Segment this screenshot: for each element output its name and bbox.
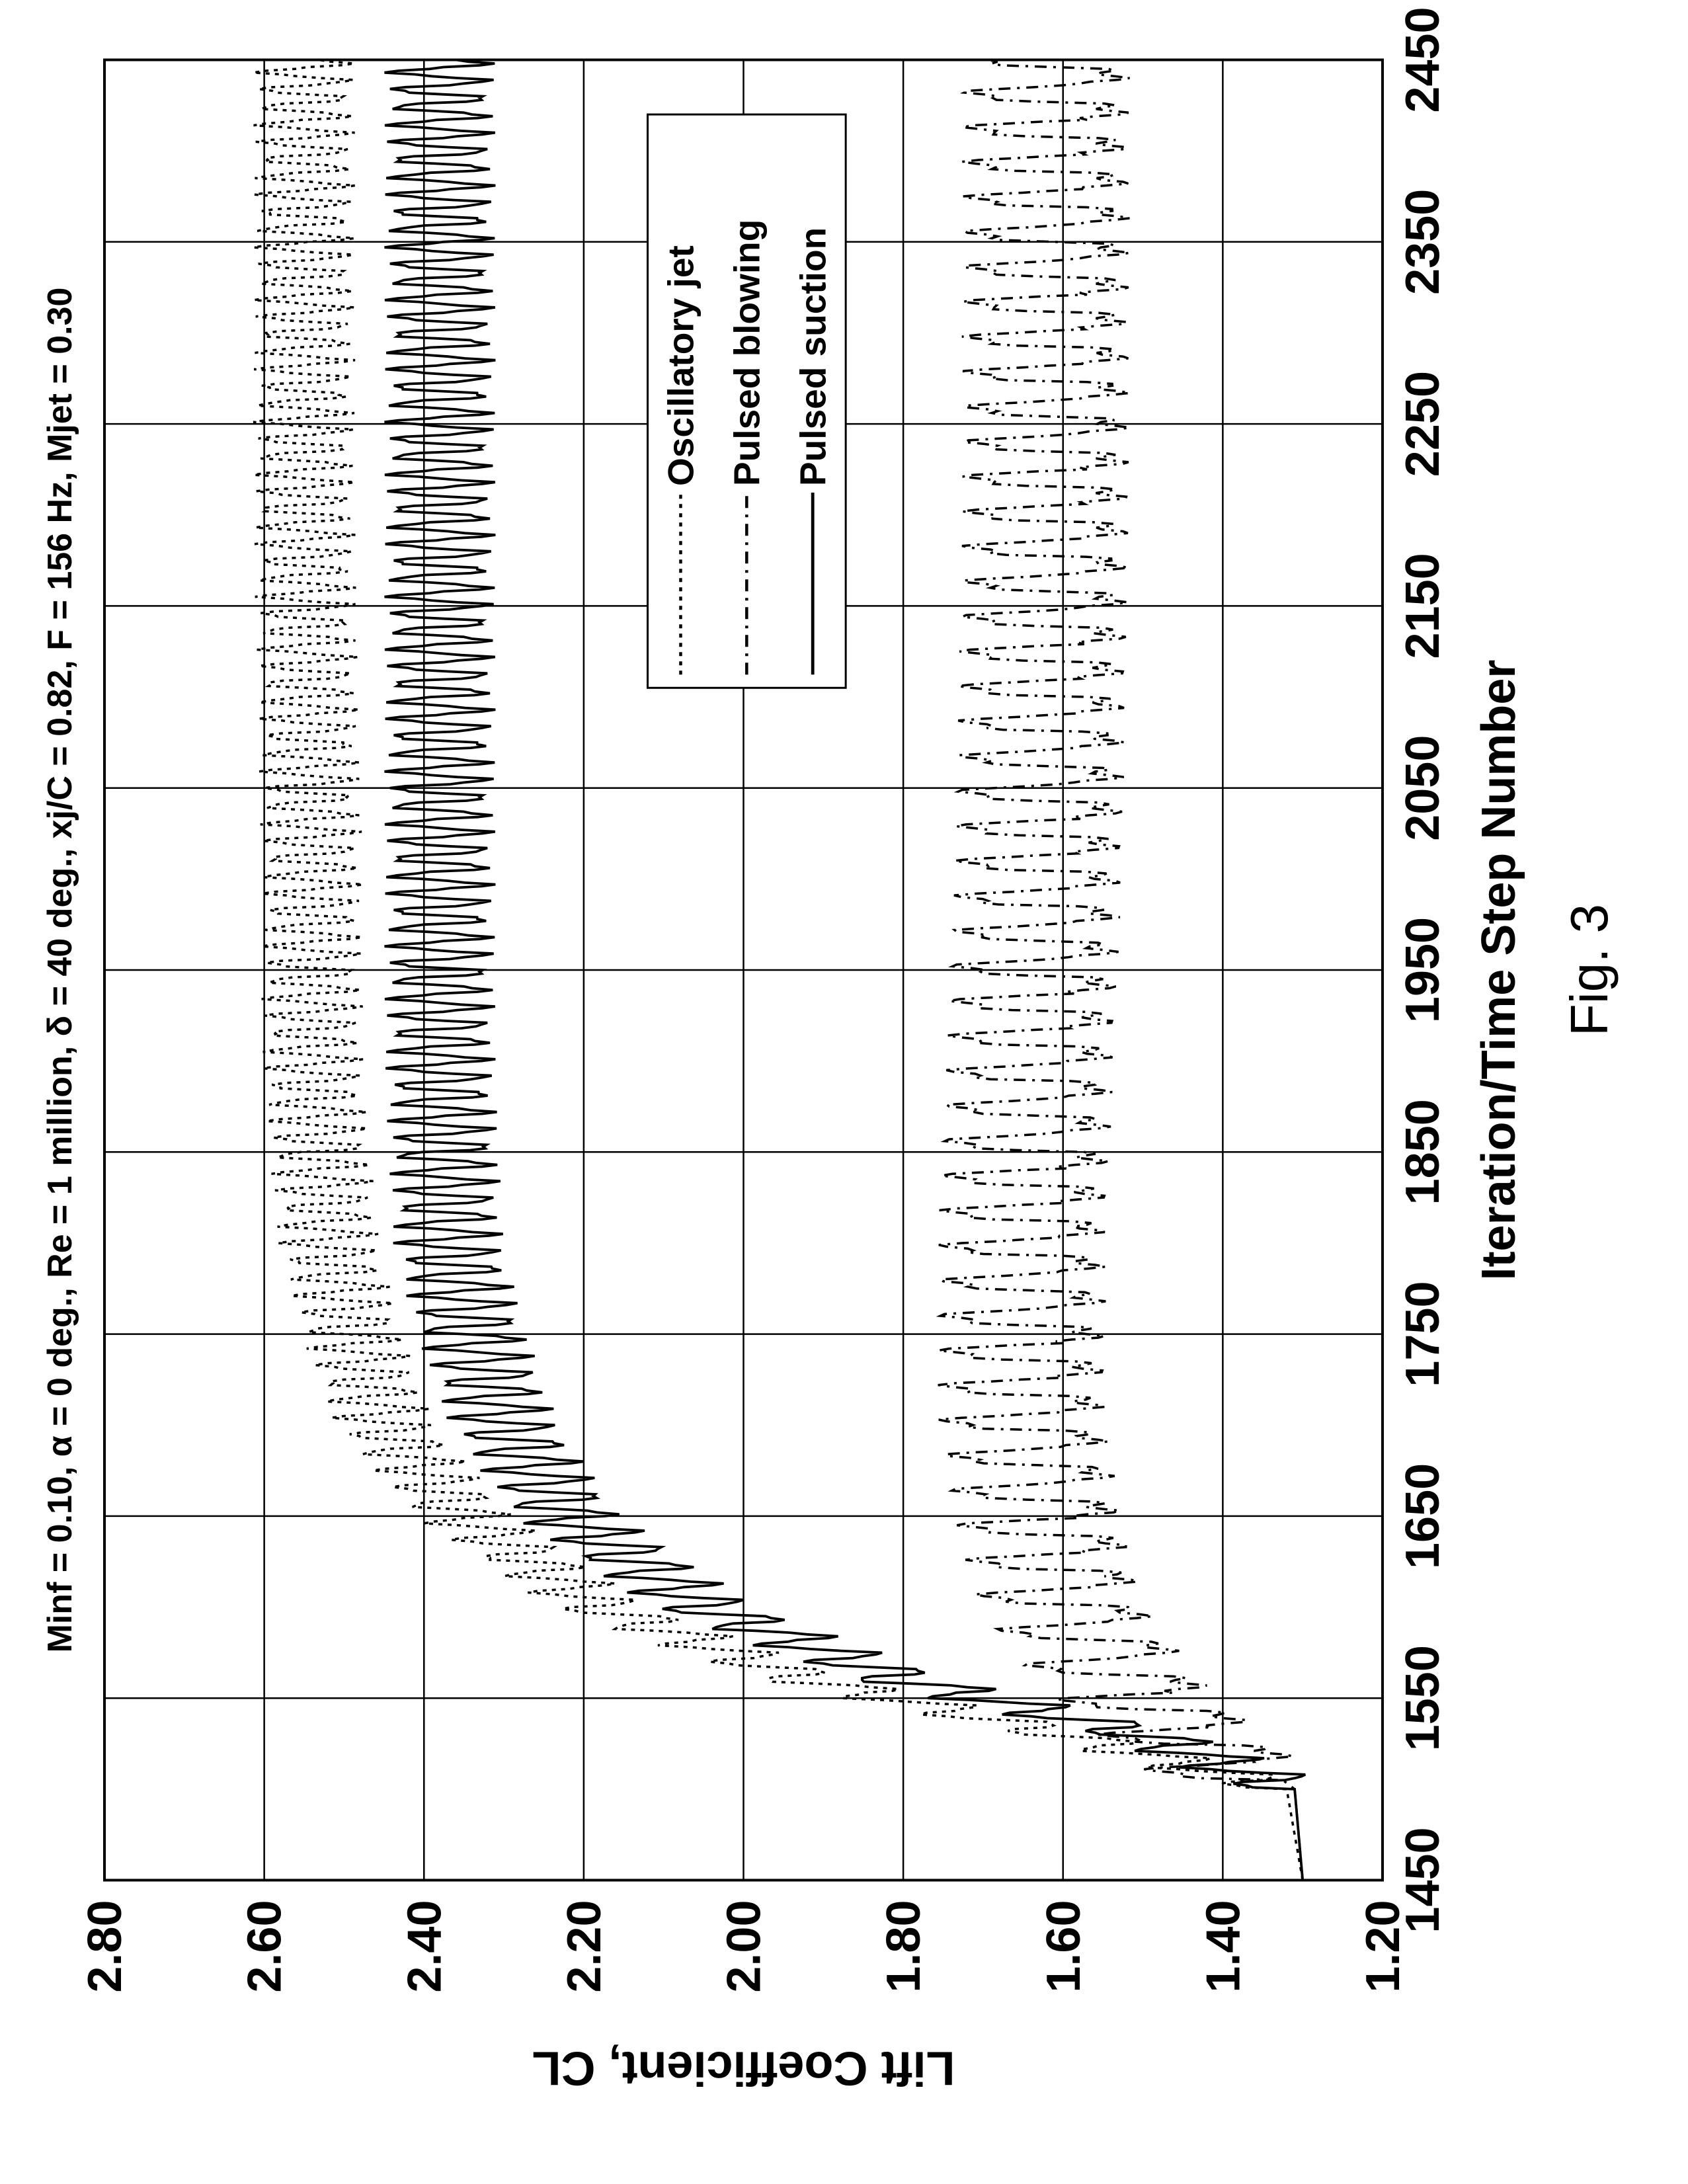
y-tick-label: 2.20 <box>557 1900 610 1992</box>
x-tick-label: 1850 <box>1396 1099 1449 1205</box>
x-tick-label: 1650 <box>1396 1463 1449 1568</box>
x-tick-label: 2350 <box>1396 188 1449 294</box>
y-tick-label: 1.20 <box>1357 1900 1410 1992</box>
y-axis-label: Lift Coefficient, CL <box>532 2041 955 2094</box>
chart-title: Minf = 0.10, α = 0 deg., Re = 1 million,… <box>41 287 79 1652</box>
y-tick-label: 2.40 <box>398 1900 451 1992</box>
y-tick-label: 2.80 <box>79 1900 132 1992</box>
y-tick-label: 1.60 <box>1037 1900 1090 1992</box>
legend-label: Pulsed blowing <box>726 219 767 485</box>
y-tick-label: 1.80 <box>877 1900 930 1992</box>
x-tick-label: 1950 <box>1396 916 1449 1022</box>
x-tick-label: 2250 <box>1396 371 1449 477</box>
x-tick-label: 1550 <box>1396 1645 1449 1751</box>
legend-label: Pulsed suction <box>792 227 833 485</box>
y-tick-label: 1.40 <box>1197 1900 1250 1992</box>
chart-container: Minf = 0.10, α = 0 deg., Re = 1 million,… <box>0 0 1688 2184</box>
legend-label: Oscillatory jet <box>660 245 701 486</box>
x-axis-label: Iteration/Time Step Number <box>1472 659 1525 1280</box>
x-tick-label: 2450 <box>1396 7 1449 112</box>
lift-coefficient-chart: Minf = 0.10, α = 0 deg., Re = 1 million,… <box>0 0 1687 2184</box>
x-tick-label: 2150 <box>1396 553 1449 659</box>
x-tick-label: 2050 <box>1396 735 1449 840</box>
y-tick-label: 2.00 <box>717 1900 770 1992</box>
x-tick-label: 1750 <box>1396 1281 1449 1387</box>
figure-caption: Fig. 3 <box>1560 903 1619 1035</box>
y-tick-label: 2.60 <box>238 1900 291 1992</box>
